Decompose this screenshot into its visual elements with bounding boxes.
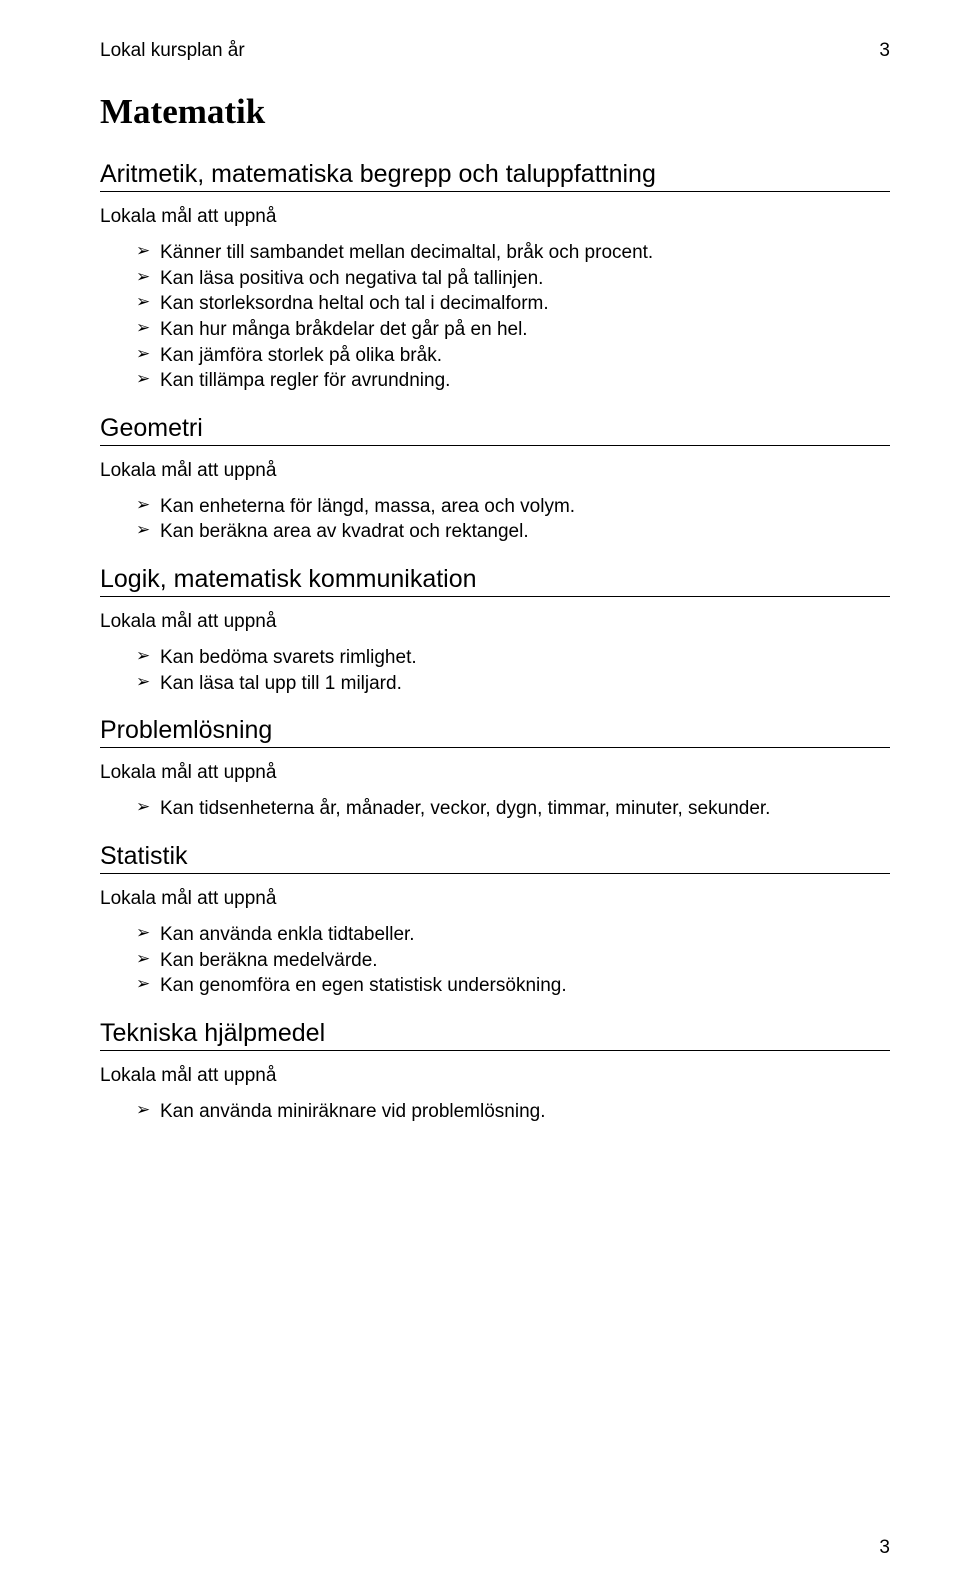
section-title-problemlosning: Problemlösning <box>100 716 890 748</box>
list-item: Kan beräkna medelvärde. <box>136 948 890 974</box>
list-item: Kan hur många bråkdelar det går på en he… <box>136 317 890 343</box>
section-title-tekniska: Tekniska hjälpmedel <box>100 1019 890 1051</box>
section-label: Lokala mål att uppnå <box>100 1065 890 1087</box>
document-header: Lokal kursplan år 3 <box>100 40 890 62</box>
bullet-list: Kan använda enkla tidtabeller. Kan beräk… <box>100 922 890 999</box>
main-title: Matematik <box>100 92 890 132</box>
list-item: Kan jämföra storlek på olika bråk. <box>136 343 890 369</box>
header-left-text: Lokal kursplan år <box>100 40 245 62</box>
list-item: Kan genomföra en egen statistisk undersö… <box>136 973 890 999</box>
header-page-number-top: 3 <box>879 40 890 62</box>
list-item: Kan storleksordna heltal och tal i decim… <box>136 291 890 317</box>
list-item: Kan tidsenheterna år, månader, veckor, d… <box>136 796 890 822</box>
list-item: Kan läsa tal upp till 1 miljard. <box>136 671 890 697</box>
footer-page-number: 3 <box>879 1537 890 1559</box>
bullet-list: Kan bedöma svarets rimlighet. Kan läsa t… <box>100 645 890 696</box>
section-label: Lokala mål att uppnå <box>100 460 890 482</box>
section-title-statistik: Statistik <box>100 842 890 874</box>
section-label: Lokala mål att uppnå <box>100 611 890 633</box>
section-title-logik: Logik, matematisk kommunikation <box>100 565 890 597</box>
section-label: Lokala mål att uppnå <box>100 762 890 784</box>
list-item: Känner till sambandet mellan decimaltal,… <box>136 240 890 266</box>
list-item: Kan läsa positiva och negativa tal på ta… <box>136 266 890 292</box>
list-item: Kan enheterna för längd, massa, area och… <box>136 494 890 520</box>
list-item: Kan bedöma svarets rimlighet. <box>136 645 890 671</box>
bullet-list: Känner till sambandet mellan decimaltal,… <box>100 240 890 394</box>
section-title-aritmetik: Aritmetik, matematiska begrepp och talup… <box>100 160 890 192</box>
list-item: Kan använda enkla tidtabeller. <box>136 922 890 948</box>
section-title-geometri: Geometri <box>100 414 890 446</box>
list-item: Kan beräkna area av kvadrat och rektange… <box>136 519 890 545</box>
bullet-list: Kan använda miniräknare vid problemlösni… <box>100 1099 890 1125</box>
list-item: Kan använda miniräknare vid problemlösni… <box>136 1099 890 1125</box>
bullet-list: Kan enheterna för längd, massa, area och… <box>100 494 890 545</box>
section-label: Lokala mål att uppnå <box>100 206 890 228</box>
bullet-list: Kan tidsenheterna år, månader, veckor, d… <box>100 796 890 822</box>
list-item: Kan tillämpa regler för avrundning. <box>136 368 890 394</box>
section-label: Lokala mål att uppnå <box>100 888 890 910</box>
